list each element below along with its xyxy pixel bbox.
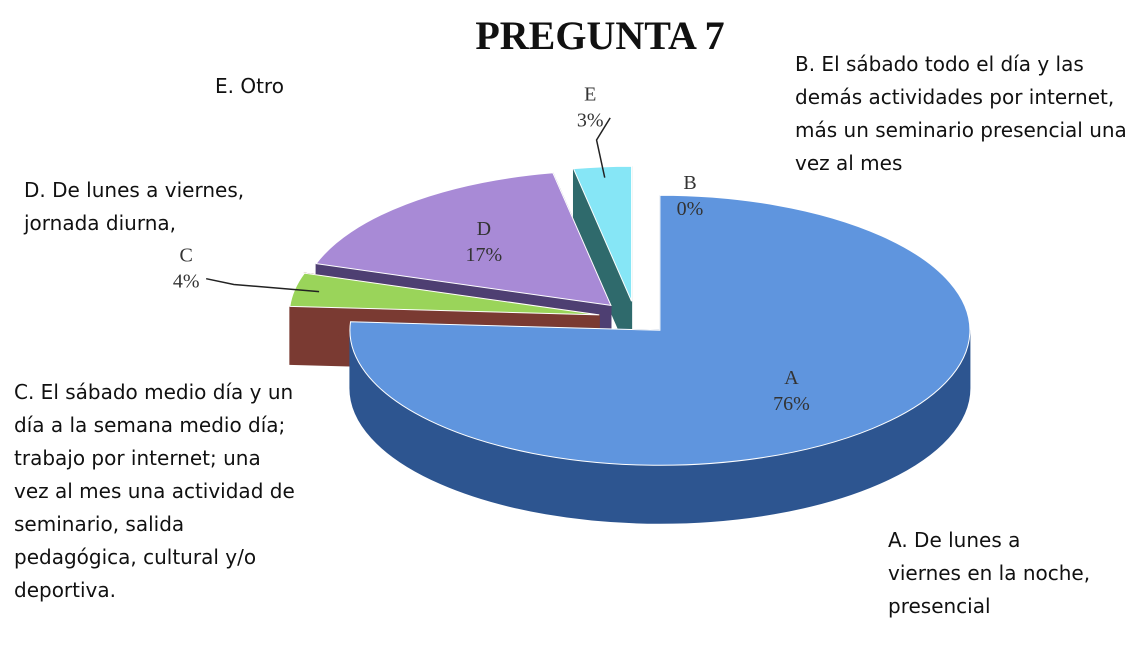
category-label: E — [584, 83, 596, 105]
value-label: 0% — [677, 198, 704, 220]
category-label: B — [683, 172, 696, 194]
value-label: 3% — [577, 109, 604, 131]
description: D. De lunes a viernes, jornada diurna, — [24, 178, 245, 235]
leader-line — [206, 277, 320, 293]
description: A. De lunes a viernes en la noche, prese… — [888, 528, 1091, 618]
description: E. Otro — [215, 74, 284, 98]
category-label: A — [784, 367, 799, 389]
slice — [349, 194, 971, 466]
leader-line — [595, 117, 611, 178]
description: B. El sábado todo el día y las demás act… — [795, 52, 1127, 175]
category-label: D — [477, 218, 491, 240]
category-label: C — [179, 244, 192, 266]
value-label: 76% — [773, 393, 810, 415]
value-label: 4% — [173, 270, 200, 292]
tops — [289, 165, 971, 466]
value-label: 17% — [465, 244, 502, 266]
chart-title: PREGUNTA 7 — [475, 13, 724, 58]
description: C. El sábado medio día y un día a la sem… — [14, 380, 295, 602]
slice — [315, 172, 612, 307]
labels: B 0% A 76% C 4% D 17% E 3% — [173, 83, 810, 414]
